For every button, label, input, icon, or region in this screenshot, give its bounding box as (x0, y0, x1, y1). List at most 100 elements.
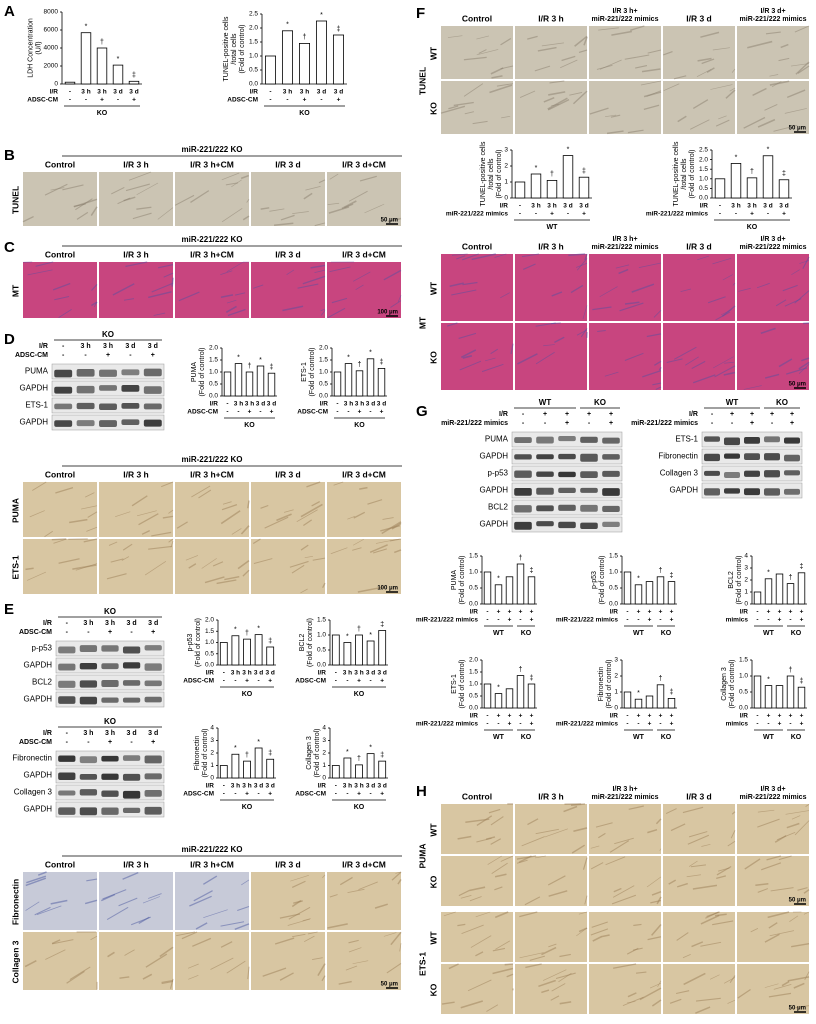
condition-cell: - (335, 670, 337, 677)
texture (712, 920, 734, 926)
condition-cell: 3 d (265, 783, 274, 790)
y-axis-label: (Fold of control) (307, 618, 314, 667)
texture (35, 261, 54, 267)
bar (714, 178, 726, 199)
texture (803, 889, 810, 894)
texture (495, 940, 511, 950)
texture (697, 57, 712, 62)
bar (298, 43, 310, 85)
column-label: Control (45, 159, 75, 169)
texture (611, 894, 637, 905)
texture (168, 538, 174, 543)
texture (460, 349, 477, 359)
micrograph (175, 539, 249, 594)
texture (383, 932, 397, 937)
texture (145, 953, 168, 968)
significance-mark: * (346, 633, 349, 640)
group-label: TUNEL (417, 67, 427, 95)
significance-mark: * (497, 576, 500, 583)
texture (652, 382, 662, 386)
texture (471, 253, 497, 261)
condition-cell: - (711, 411, 714, 418)
texture (599, 59, 622, 70)
significance-mark: † (519, 555, 523, 562)
band-label: Fibronectin (12, 754, 52, 763)
condition-cell: - (346, 791, 348, 798)
condition-cell: + (565, 411, 569, 418)
texture (87, 511, 98, 518)
band (558, 487, 576, 494)
y-tick-label: 0 (504, 195, 508, 202)
texture (764, 373, 780, 379)
texture (451, 289, 477, 296)
texture (519, 952, 544, 959)
texture (547, 99, 570, 111)
texture (447, 35, 463, 38)
bar (634, 584, 643, 605)
band (76, 402, 95, 410)
condition-cell: + (530, 721, 534, 728)
texture (85, 492, 95, 498)
texture (390, 931, 402, 946)
y-tick-label: 1.5 (739, 657, 748, 664)
y-tick-label: 2.5 (249, 11, 258, 18)
texture (303, 192, 313, 200)
significance-mark: * (767, 676, 770, 683)
band (536, 505, 554, 512)
band (744, 488, 760, 496)
texture (51, 939, 74, 945)
texture (282, 305, 304, 312)
condition-label: I/R (43, 730, 52, 737)
grid-title: miR-221/222 KO (182, 235, 243, 244)
significance-mark: † (659, 568, 663, 575)
band-label: GAPDH (480, 486, 509, 495)
significance-mark: † (248, 363, 252, 370)
texture (159, 946, 174, 958)
y-axis-label: Collagen 3 (721, 667, 728, 701)
column-label: miR-221/222 mimics (592, 794, 659, 801)
condition-cell: 3 h (242, 670, 251, 677)
condition-label: ADSC-CM (183, 678, 214, 685)
texture (769, 930, 795, 937)
significance-mark: * (535, 165, 538, 172)
texture (731, 68, 736, 73)
bar (656, 684, 665, 709)
texture (131, 495, 148, 507)
group-label: KO (97, 110, 108, 117)
column-label: I/R 3 d (686, 791, 712, 801)
texture (383, 269, 402, 281)
group-label: ETS-1 (417, 952, 427, 976)
condition-cell: - (535, 211, 537, 218)
texture (122, 871, 139, 880)
condition-cell: + (497, 609, 501, 616)
texture (352, 960, 369, 965)
condition-cell: - (130, 629, 133, 636)
texture (487, 855, 503, 865)
texture (312, 957, 323, 960)
bar (764, 685, 773, 709)
condition-label: ADSC-CM (27, 97, 58, 104)
texture (737, 989, 751, 999)
texture (590, 845, 600, 849)
y-axis-label: (Fold of control) (199, 347, 206, 396)
condition-cell: 3 h (343, 670, 352, 677)
micrograph (663, 912, 735, 962)
texture (521, 836, 545, 847)
y-axis-label: (Fold of control) (195, 618, 202, 667)
texture (128, 171, 152, 181)
texture (327, 202, 340, 206)
texture (610, 114, 621, 118)
condition-cell: - (756, 617, 758, 624)
texture (469, 886, 486, 892)
condition-cell: + (800, 609, 804, 616)
texture (624, 301, 640, 305)
condition-cell: - (486, 713, 488, 720)
texture (464, 111, 474, 115)
texture (592, 306, 612, 311)
condition-cell: - (69, 97, 71, 104)
texture (700, 914, 720, 925)
condition-label: I/R (500, 203, 509, 210)
bar (256, 365, 265, 397)
texture (310, 264, 326, 269)
